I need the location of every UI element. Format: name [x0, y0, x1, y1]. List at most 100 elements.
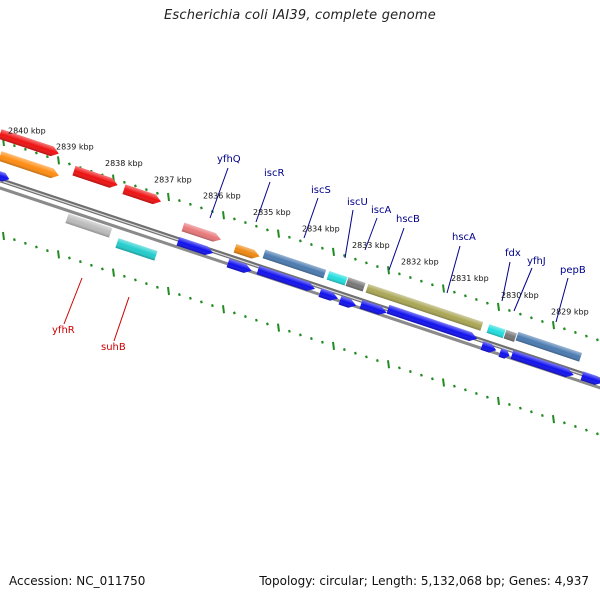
leader-line — [344, 209, 354, 259]
tick-mark — [57, 156, 60, 165]
tick-mark — [573, 424, 577, 429]
kbp-label: 2830 kbp — [501, 291, 539, 300]
gene-label-fdx: fdx — [505, 248, 521, 259]
gene-feature — [326, 270, 348, 286]
tick-mark — [265, 322, 269, 326]
tick-mark — [342, 254, 346, 258]
gene-feature — [498, 348, 510, 359]
tick-mark — [342, 348, 346, 352]
tick-mark — [265, 228, 269, 232]
tick-mark — [122, 274, 126, 278]
tick-mark — [387, 266, 390, 275]
tick-mark — [485, 301, 489, 305]
gene-label-iscR: iscR — [264, 168, 284, 179]
tick-mark — [375, 264, 379, 269]
gene-feature — [226, 258, 252, 273]
gene-feature — [122, 184, 162, 205]
tick-mark — [89, 263, 93, 267]
tick-mark — [254, 224, 258, 228]
tick-mark — [552, 321, 555, 330]
tick-mark — [144, 282, 148, 286]
tick-mark — [298, 333, 302, 337]
tick-mark — [232, 217, 236, 221]
tick-mark — [320, 246, 324, 250]
tick-mark — [387, 360, 390, 369]
gene-feature — [262, 249, 327, 279]
tick-mark — [497, 396, 500, 405]
kbp-label: 2839 kbp — [56, 143, 94, 152]
tick-mark — [254, 318, 258, 322]
tick-mark — [298, 239, 302, 243]
gene-label-yfhR: yfhR — [52, 325, 75, 336]
leader-line — [364, 217, 378, 251]
gene-feature — [365, 283, 484, 331]
tick-mark — [452, 290, 456, 294]
gene-label-iscA: iscA — [371, 205, 391, 216]
tick-mark — [507, 402, 511, 407]
tick-mark — [45, 249, 49, 253]
tick-mark — [562, 327, 566, 331]
gene-feature — [318, 288, 339, 301]
tick-mark — [595, 338, 599, 342]
tick-mark — [507, 308, 511, 313]
tick-mark — [287, 235, 291, 239]
leader-line — [113, 296, 130, 342]
tick-mark — [133, 278, 137, 282]
tick-mark — [243, 315, 247, 319]
gene-feature — [233, 243, 260, 259]
tick-mark — [397, 272, 401, 276]
tick-mark — [177, 199, 181, 203]
tick-mark — [34, 151, 38, 155]
gene-label-hscA: hscA — [452, 232, 476, 243]
tick-mark — [232, 311, 236, 315]
inner-tick-ring — [2, 231, 599, 436]
tick-mark — [497, 302, 500, 311]
gene-feature — [115, 238, 158, 261]
tick-mark — [552, 415, 555, 424]
kbp-label: 2836 kbp — [203, 192, 241, 201]
gene-feature — [386, 304, 478, 341]
tick-mark — [353, 351, 357, 355]
tick-mark — [442, 284, 445, 293]
gene-feature — [580, 371, 600, 385]
leader-line — [303, 197, 319, 239]
tick-mark — [408, 369, 412, 374]
kbp-labels: 2840 kbp 2839 kbp 2838 kbp 2837 kbp 2836 kbp… — [8, 127, 589, 317]
leader-line — [63, 277, 83, 325]
tick-mark — [309, 243, 313, 247]
tick-mark — [67, 256, 71, 260]
gene-label-yfhQ: yfhQ — [217, 154, 241, 165]
tick-mark — [133, 184, 137, 188]
tick-mark — [45, 155, 49, 159]
tick-mark — [199, 206, 203, 210]
gene-label-suhB: suhB — [101, 342, 126, 353]
tick-mark — [540, 413, 544, 418]
gene-feature — [503, 329, 517, 342]
tick-mark — [23, 241, 27, 245]
tick-mark — [122, 180, 126, 184]
gene-label-iscS: iscS — [311, 185, 331, 196]
tick-mark — [222, 305, 225, 314]
tick-mark — [518, 312, 522, 316]
tick-mark — [485, 395, 489, 399]
topology-text: Topology: circular; Length: 5,132,068 bp… — [259, 574, 589, 588]
tick-mark — [474, 391, 478, 396]
tick-mark — [375, 358, 379, 363]
gene-feature — [0, 170, 10, 182]
kbp-label: 2840 kbp — [8, 127, 46, 136]
tick-mark — [167, 286, 170, 296]
kbp-label: 2837 kbp — [154, 175, 192, 184]
gene-label-pepB: pepB — [560, 265, 586, 276]
tick-mark — [397, 366, 401, 370]
label-leaders — [63, 167, 569, 342]
tick-mark — [463, 388, 467, 392]
gene-feature — [181, 222, 221, 242]
tick-mark — [430, 377, 434, 381]
tick-mark — [430, 283, 434, 287]
tick-mark — [364, 261, 368, 265]
tick-mark — [78, 260, 82, 264]
tick-mark — [210, 304, 214, 308]
tick-mark — [529, 410, 533, 414]
